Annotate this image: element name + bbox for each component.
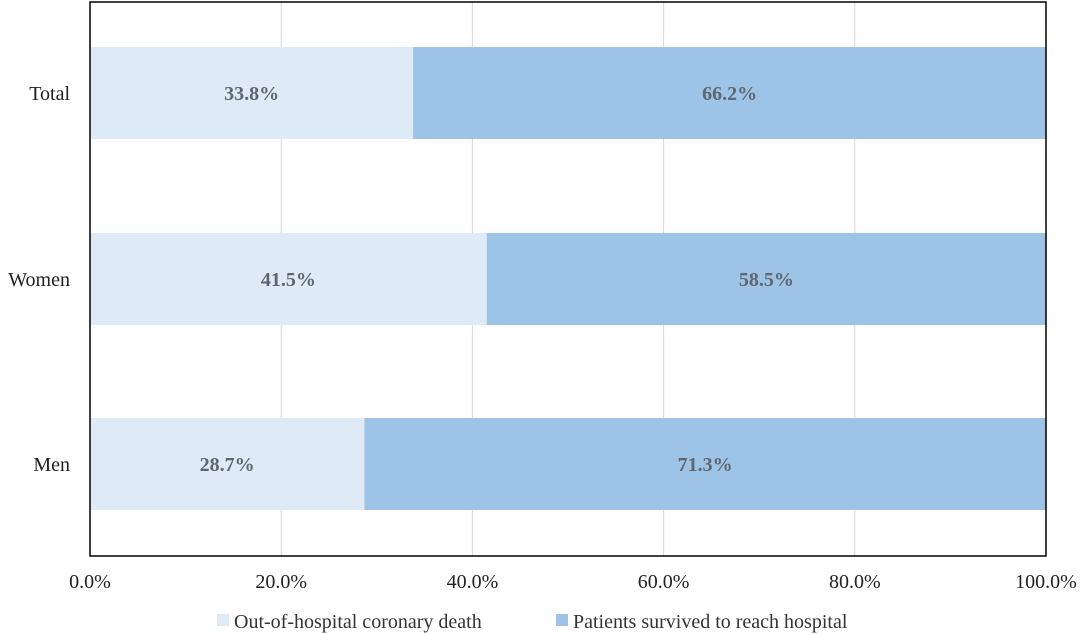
bar-segment — [90, 418, 365, 510]
legend-swatch — [556, 614, 568, 626]
bars — [90, 47, 1046, 510]
data-label: 58.5% — [739, 269, 794, 291]
bar-segment — [90, 233, 487, 325]
legend: Out-of-hospital coronary death Patients s… — [217, 611, 848, 633]
bar-segment — [486, 233, 1046, 325]
bar-segment — [364, 418, 1046, 510]
category-label: Women — [8, 269, 70, 291]
legend-swatch — [217, 614, 229, 626]
category-label: Men — [33, 454, 70, 476]
data-label: 41.5% — [261, 269, 316, 291]
x-tick-label: 80.0% — [829, 571, 881, 593]
data-label: 66.2% — [702, 83, 757, 105]
data-label: 33.8% — [224, 83, 279, 105]
legend-label: Out-of-hospital coronary death — [234, 611, 482, 633]
data-label: 28.7% — [200, 454, 255, 476]
category-label: Total — [29, 83, 70, 105]
data-label: 71.3% — [678, 454, 733, 476]
x-tick-label: 60.0% — [638, 571, 690, 593]
legend-label: Patients survived to reach hospital — [573, 611, 848, 633]
x-tick-label: 0.0% — [69, 571, 111, 593]
x-tick-label: 100.0% — [1015, 571, 1077, 593]
bar-segment — [413, 47, 1046, 139]
labels: 0.0% 20.0% 40.0% 60.0% 80.0% 100.0% 33.8% 66.2%… — [8, 83, 1077, 593]
plot-frame — [89, 1, 1047, 557]
x-tick-label: 20.0% — [255, 571, 307, 593]
bar-segment — [90, 47, 414, 139]
axes — [89, 1, 1047, 557]
x-tick-label: 40.0% — [447, 571, 499, 593]
